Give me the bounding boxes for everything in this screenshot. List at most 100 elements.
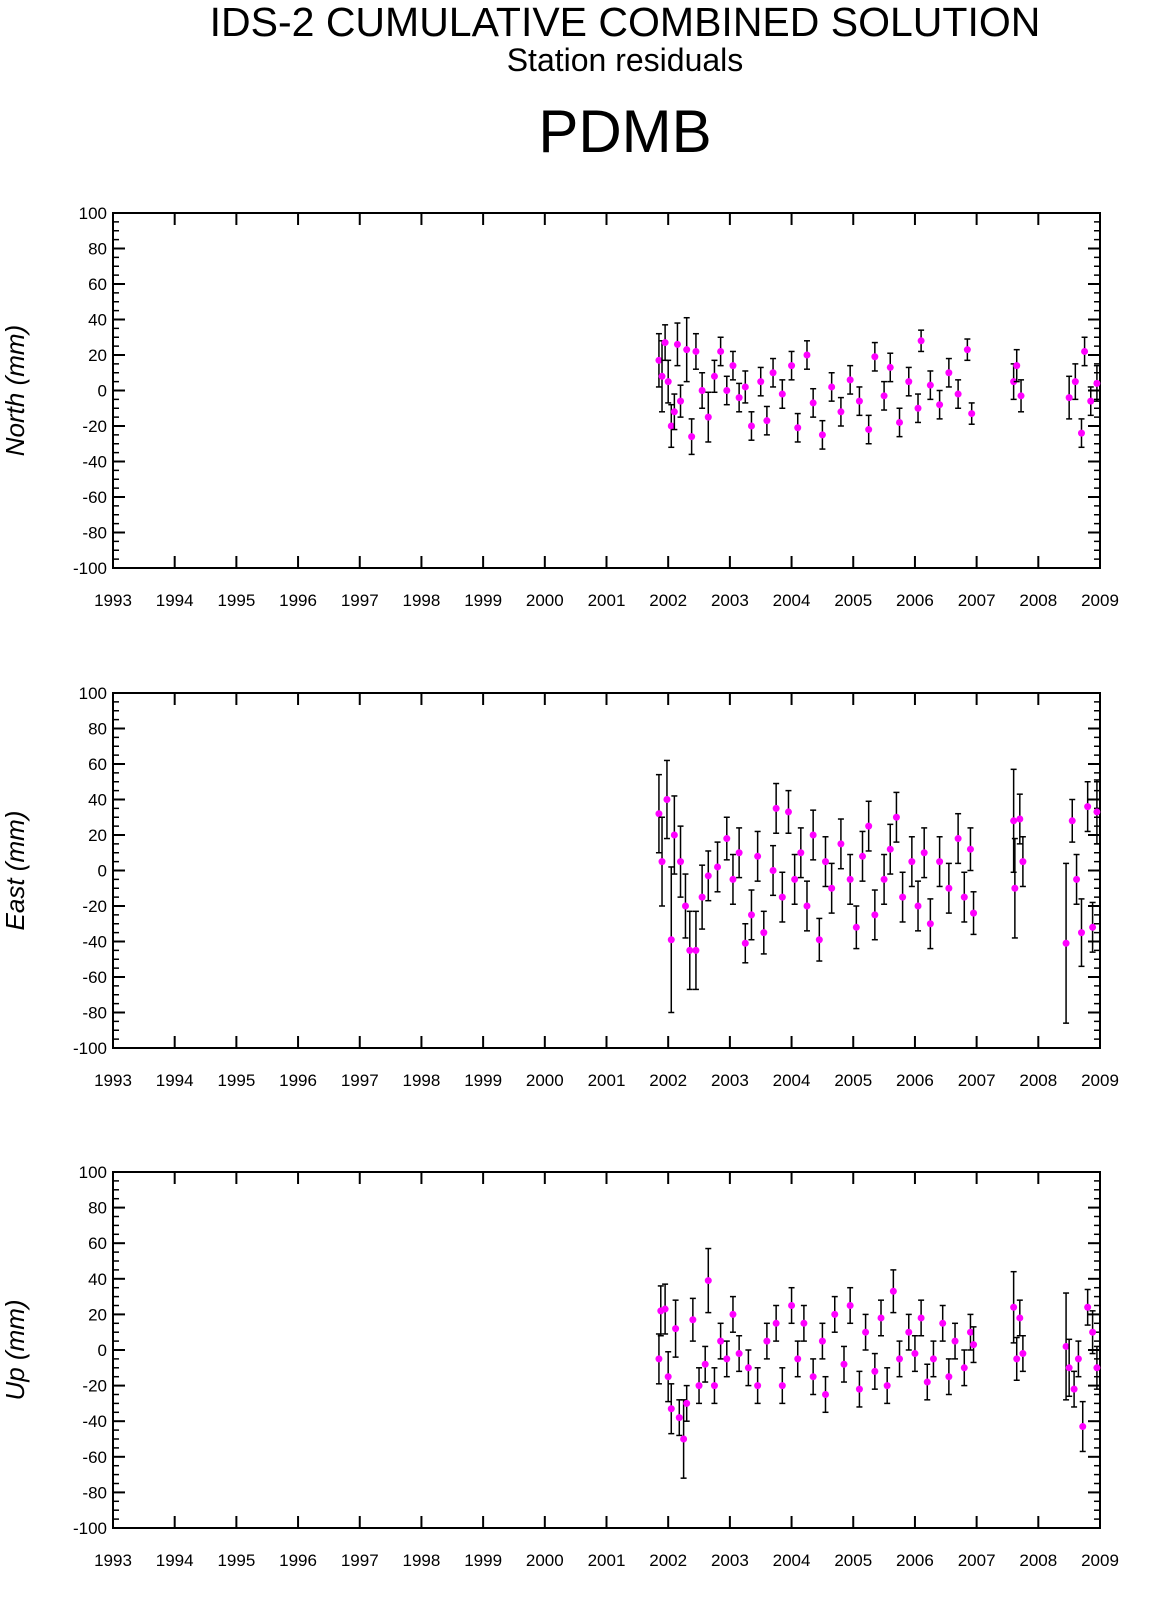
data-point	[744, 1364, 752, 1372]
y-tick-label: 0	[98, 862, 107, 881]
data-point	[865, 426, 873, 434]
data-point	[1087, 397, 1095, 405]
data-point	[1070, 1385, 1078, 1393]
data-point	[936, 401, 944, 409]
data-point	[818, 431, 826, 439]
data-point	[1013, 1355, 1021, 1363]
data-point	[862, 1328, 870, 1336]
data-point	[871, 1367, 879, 1375]
data-point	[704, 413, 712, 421]
data-point	[899, 893, 907, 901]
data-point	[1016, 815, 1024, 823]
x-tick-label: 1997	[341, 1551, 379, 1570]
x-tick-label: 2007	[958, 1071, 996, 1090]
data-point	[784, 808, 792, 816]
x-tick-label: 1999	[464, 1071, 502, 1090]
station-name: PDMB	[538, 98, 712, 165]
data-point	[710, 1382, 718, 1390]
data-point	[852, 923, 860, 931]
y-tick-label: 100	[79, 204, 107, 223]
data-point	[778, 1382, 786, 1390]
data-point	[794, 1355, 802, 1363]
plot-frame	[112, 1171, 1101, 1529]
y-tick-label: -100	[73, 1519, 107, 1538]
data-point	[778, 390, 786, 398]
data-point	[966, 1328, 974, 1336]
data-point	[794, 424, 802, 432]
x-tick-label: 2004	[773, 1551, 811, 1570]
data-point	[855, 397, 863, 405]
data-point	[865, 822, 873, 830]
data-point	[788, 362, 796, 370]
data-point	[846, 875, 854, 883]
y-tick-label: -20	[82, 1377, 107, 1396]
data-point	[1019, 1350, 1027, 1358]
data-point	[831, 1310, 839, 1318]
x-tick-label: 2001	[588, 1071, 626, 1090]
x-tick-label: 1995	[217, 1551, 255, 1570]
x-tick-label: 1995	[217, 591, 255, 610]
x-tick-label: 1993	[94, 1071, 132, 1090]
y-tick-label: -100	[73, 1039, 107, 1058]
data-point	[729, 875, 737, 883]
data-point	[661, 1305, 669, 1313]
y-tick-label: 100	[79, 684, 107, 703]
data-point	[1016, 1314, 1024, 1322]
data-point	[1019, 858, 1027, 866]
data-point	[960, 893, 968, 901]
data-point	[970, 909, 978, 917]
x-tick-label: 1997	[341, 1071, 379, 1090]
data-point	[698, 387, 706, 394]
data-point	[658, 372, 666, 380]
data-point	[889, 1287, 897, 1295]
y-tick-label: -40	[82, 1412, 107, 1431]
x-tick-label: 2007	[958, 591, 996, 610]
data-point	[747, 422, 755, 430]
data-point	[809, 1373, 817, 1381]
plot-frame	[112, 212, 1101, 569]
x-tick-label: 2004	[773, 591, 811, 610]
data-point	[1073, 875, 1081, 883]
x-tick-label: 1998	[403, 1071, 441, 1090]
data-point	[945, 369, 953, 377]
data-point	[1068, 817, 1076, 825]
x-tick-label: 2008	[1019, 591, 1057, 610]
data-point	[735, 394, 743, 402]
data-point	[723, 1355, 731, 1363]
y-tick-label: 20	[88, 1305, 107, 1324]
data-point	[1065, 1364, 1073, 1372]
y-tick-label: 60	[88, 755, 107, 774]
data-point	[686, 946, 694, 954]
data-point	[855, 1385, 863, 1393]
data-point	[1065, 394, 1073, 402]
data-point	[926, 920, 934, 928]
data-point	[840, 1360, 848, 1368]
data-point	[788, 1302, 796, 1309]
data-point	[655, 356, 663, 364]
y-tick-label: -80	[82, 1483, 107, 1502]
data-point	[754, 1382, 762, 1390]
x-tick-label: 1993	[94, 591, 132, 610]
data-point	[704, 872, 712, 880]
data-point	[1010, 817, 1018, 825]
data-point	[1084, 1303, 1092, 1311]
y-tick-label: 40	[88, 1270, 107, 1289]
data-point	[667, 936, 675, 944]
data-point	[920, 849, 928, 857]
data-point	[778, 893, 786, 901]
data-point	[710, 372, 718, 380]
data-point	[963, 346, 971, 354]
data-point	[747, 911, 755, 919]
y-tick-label: -80	[82, 524, 107, 543]
x-tick-label: 1994	[156, 1071, 194, 1090]
plot-frame	[112, 692, 1101, 1049]
y-tick-label: 80	[88, 240, 107, 259]
x-tick-label: 2007	[958, 1551, 996, 1570]
data-point	[675, 1414, 683, 1422]
x-tick-label: 1997	[341, 591, 379, 610]
data-point	[960, 1364, 968, 1372]
x-tick-label: 1995	[217, 1071, 255, 1090]
data-point	[970, 1341, 978, 1349]
y-tick-label: -80	[82, 1004, 107, 1023]
